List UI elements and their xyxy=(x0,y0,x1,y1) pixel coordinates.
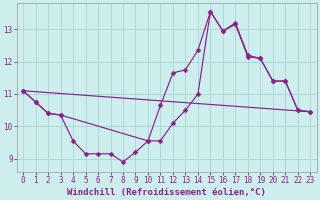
X-axis label: Windchill (Refroidissement éolien,°C): Windchill (Refroidissement éolien,°C) xyxy=(67,188,266,197)
